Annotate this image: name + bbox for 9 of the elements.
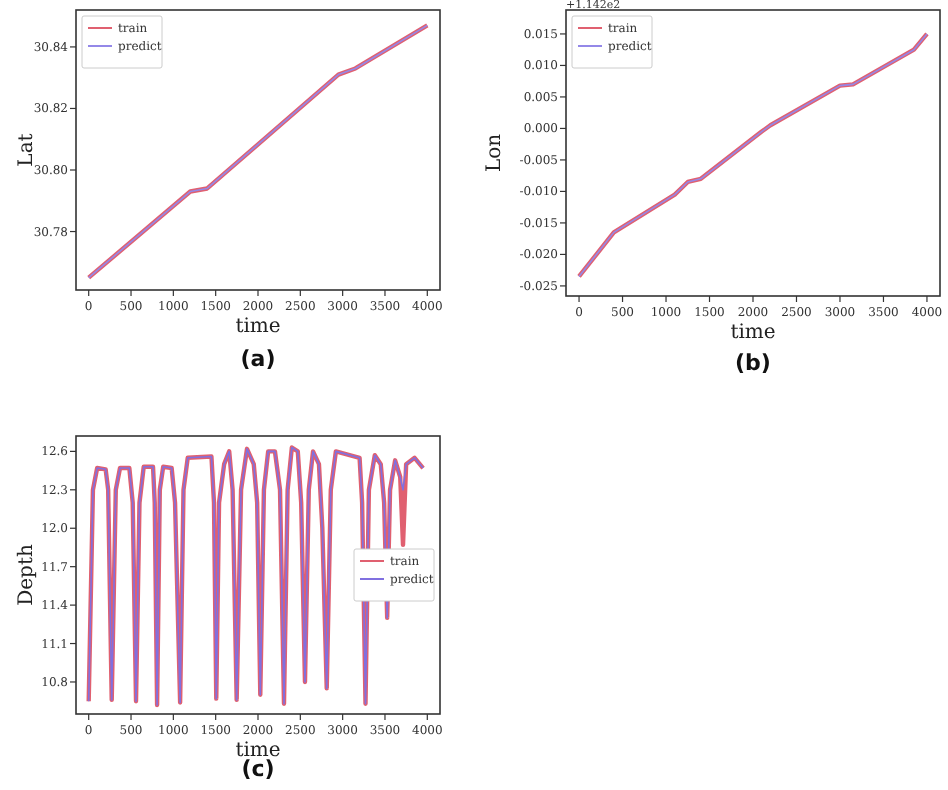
y-axis-title: Depth [16, 543, 38, 606]
y-axis-title: Lat [16, 133, 38, 167]
x-axis-title: time [730, 322, 776, 344]
text: (a) [240, 346, 276, 372]
x-axis-title: time [235, 740, 281, 762]
y-axis-title: Lon [484, 132, 506, 173]
x-axis-title: time [235, 316, 281, 338]
text: (b) [735, 350, 771, 376]
text: (c) [241, 756, 275, 782]
